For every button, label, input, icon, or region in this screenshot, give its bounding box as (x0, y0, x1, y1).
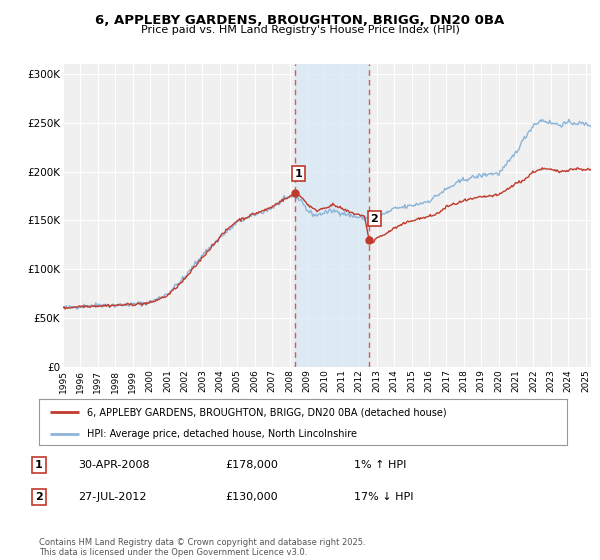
Text: 1: 1 (295, 169, 302, 179)
Text: £130,000: £130,000 (225, 492, 278, 502)
Text: 6, APPLEBY GARDENS, BROUGHTON, BRIGG, DN20 0BA (detached house): 6, APPLEBY GARDENS, BROUGHTON, BRIGG, DN… (86, 407, 446, 417)
Bar (295, 64, 369, 367)
Text: 2: 2 (35, 492, 43, 502)
Text: Price paid vs. HM Land Registry's House Price Index (HPI): Price paid vs. HM Land Registry's House … (140, 25, 460, 35)
Text: 6, APPLEBY GARDENS, BROUGHTON, BRIGG, DN20 0BA: 6, APPLEBY GARDENS, BROUGHTON, BRIGG, DN… (95, 14, 505, 27)
Text: 1% ↑ HPI: 1% ↑ HPI (354, 460, 406, 470)
Text: HPI: Average price, detached house, North Lincolnshire: HPI: Average price, detached house, Nort… (86, 429, 356, 438)
Text: 27-JUL-2012: 27-JUL-2012 (78, 492, 146, 502)
Text: 30-APR-2008: 30-APR-2008 (78, 460, 149, 470)
Text: 2: 2 (371, 213, 378, 223)
Text: Contains HM Land Registry data © Crown copyright and database right 2025.
This d: Contains HM Land Registry data © Crown c… (39, 538, 365, 557)
Text: £178,000: £178,000 (225, 460, 278, 470)
Text: 1: 1 (35, 460, 43, 470)
Text: 17% ↓ HPI: 17% ↓ HPI (354, 492, 413, 502)
